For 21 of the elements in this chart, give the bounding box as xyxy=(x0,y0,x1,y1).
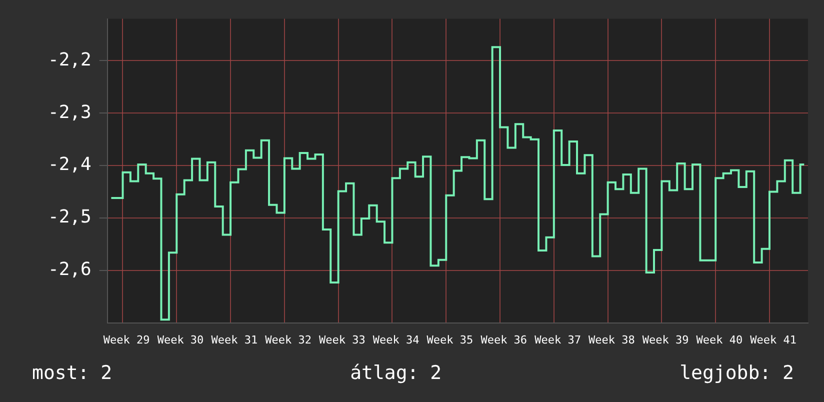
x-tick-label: Week 33 xyxy=(319,333,366,346)
x-tick-label: Week 34 xyxy=(372,333,420,346)
y-tick-label: -2,4 xyxy=(48,154,92,176)
text: legjobb: 2 xyxy=(680,362,794,384)
x-tick-label: Week 40 xyxy=(696,333,743,346)
x-tick-label: Week 39 xyxy=(642,333,689,346)
x-tick-label: Week 35 xyxy=(426,333,474,346)
y-tick-label: -2,6 xyxy=(48,259,92,280)
y-tick-label: -2,5 xyxy=(48,206,92,228)
x-tick-label: Week 36 xyxy=(480,333,528,346)
x-tick-label: Week 29 xyxy=(103,333,150,346)
x-tick-label: Week 41 xyxy=(750,333,797,346)
x-tick-label: Week 37 xyxy=(534,333,581,346)
text: most: 2 xyxy=(32,362,112,384)
text: átlag: 2 xyxy=(350,362,442,384)
y-tick-label: -2,3 xyxy=(48,102,92,123)
x-tick-label: Week 31 xyxy=(211,333,258,346)
x-tick-label: Week 32 xyxy=(265,333,312,346)
x-tick-label: Week 38 xyxy=(588,333,635,346)
y-tick-label: -2,2 xyxy=(48,49,92,70)
x-tick-label: Week 30 xyxy=(157,333,204,346)
